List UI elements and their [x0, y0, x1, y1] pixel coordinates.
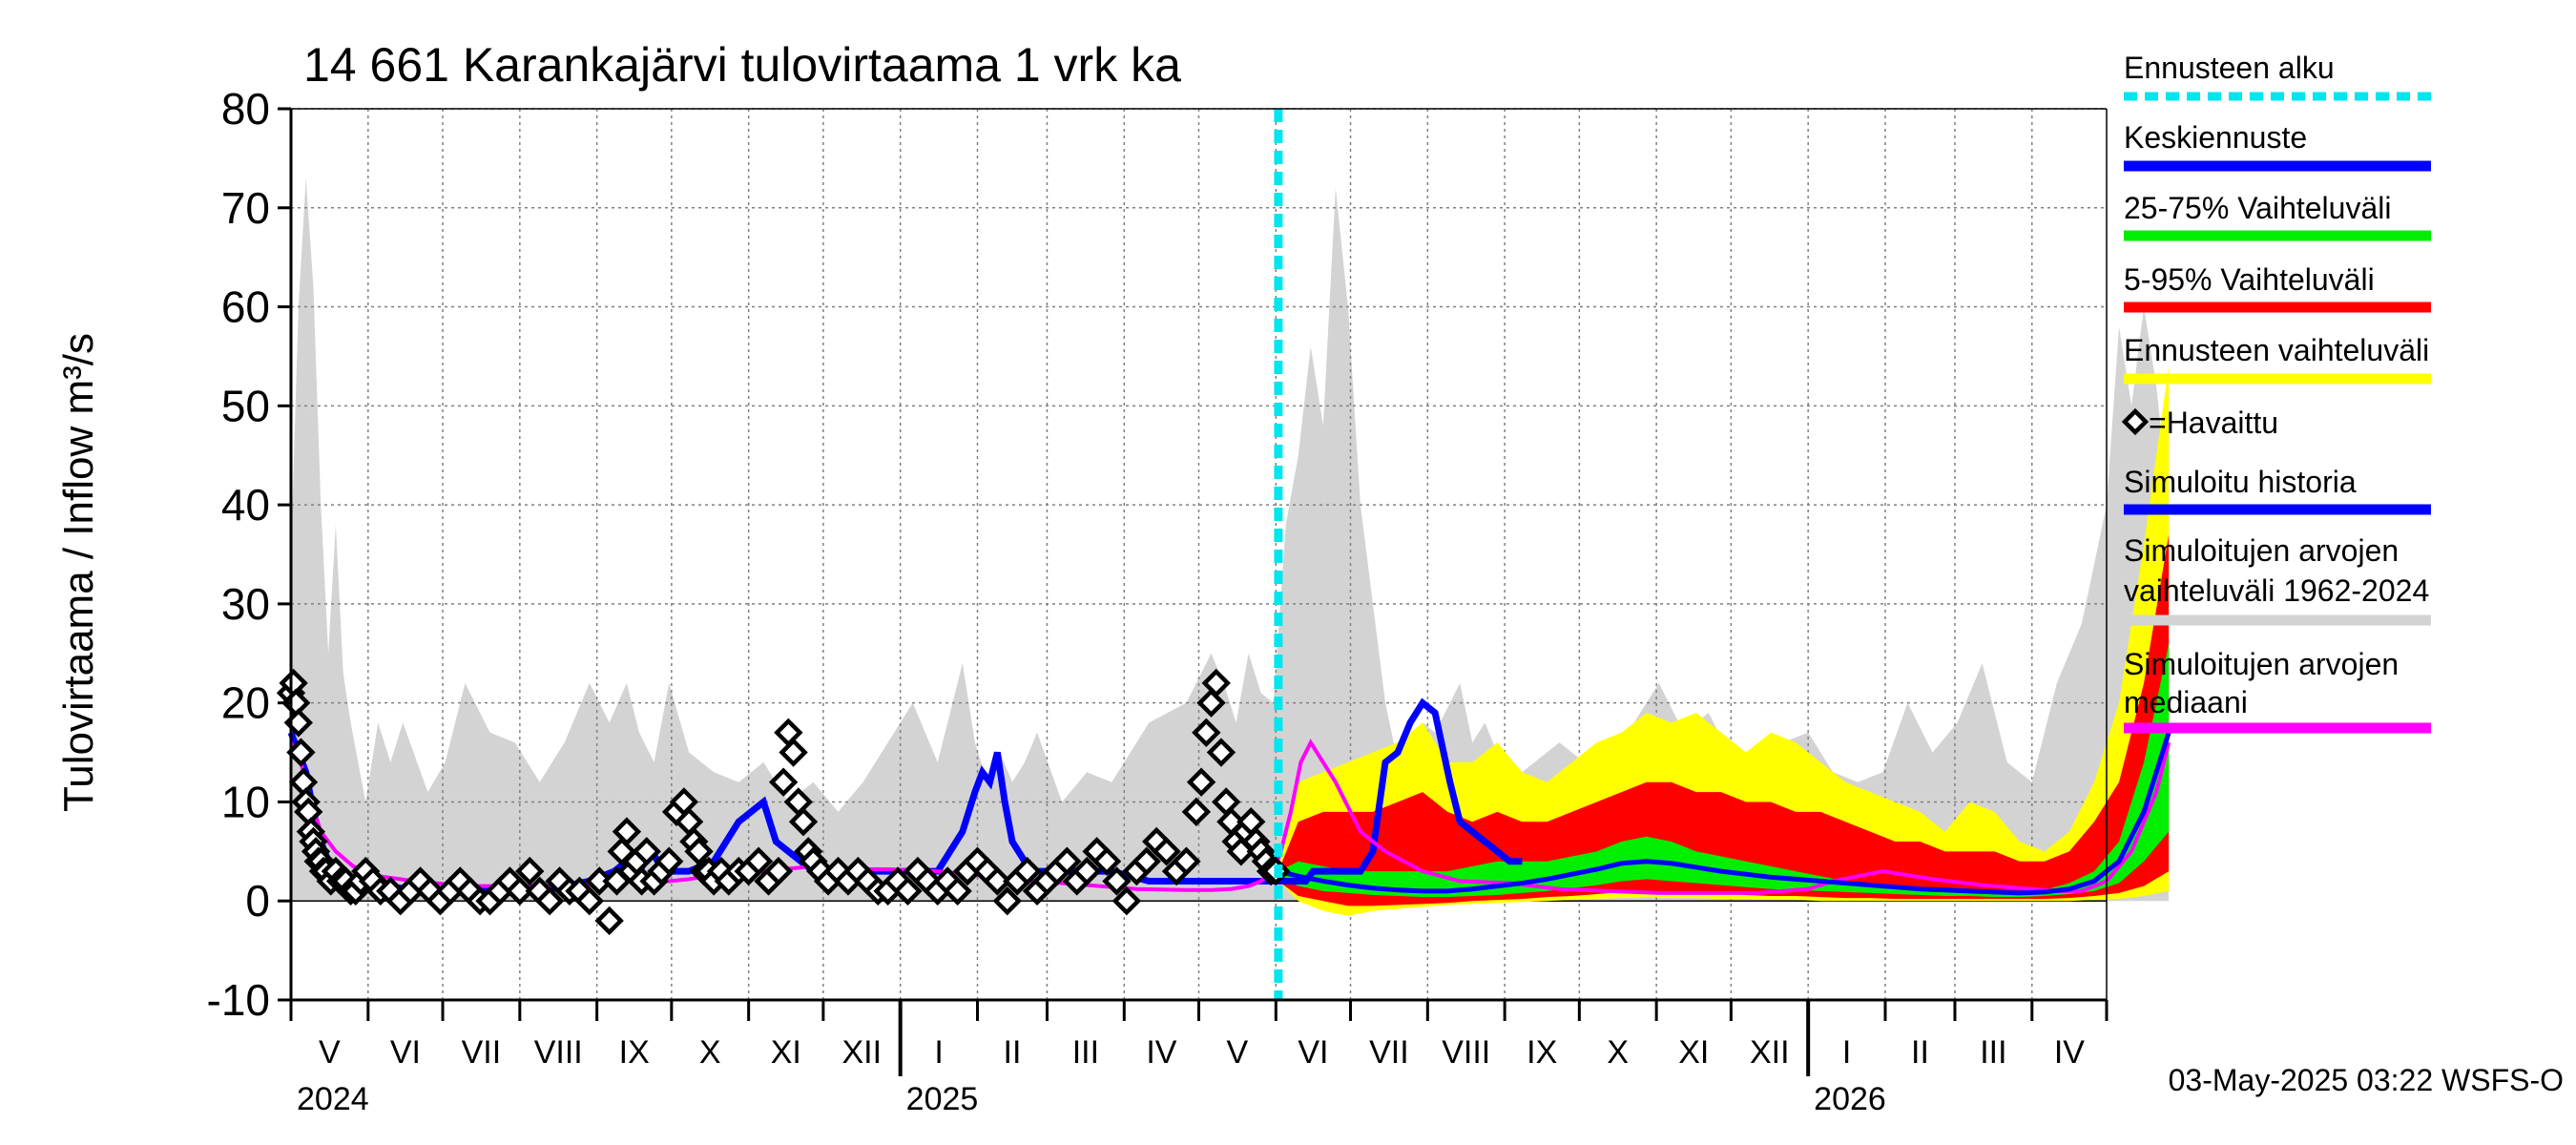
legend-label: vaihteluväli 1962-2024 [2124, 573, 2429, 608]
month-label: III [1980, 1034, 2006, 1071]
y-tick-label: 50 [221, 381, 270, 430]
y-tick-label: -10 [207, 975, 270, 1025]
month-label: I [1842, 1034, 1851, 1071]
y-axis-label: Tulovirtaama / Inflow m³/s [55, 333, 102, 812]
month-label: VIII [534, 1034, 583, 1071]
observed-point [1181, 797, 1212, 827]
observed-point [743, 846, 774, 876]
footer-timestamp: 03-May-2025 03:22 WSFS-O [2169, 1063, 2564, 1097]
month-label: II [1911, 1034, 1929, 1071]
observed-point [1172, 846, 1201, 876]
y-tick-label: 10 [221, 777, 270, 826]
month-label: VI [1298, 1034, 1328, 1071]
y-tick-label: 70 [221, 183, 270, 233]
observed-point [983, 866, 1012, 896]
observed-point [1052, 846, 1082, 876]
forecast-25-75-band [1278, 643, 2170, 898]
y-tick-label: 0 [245, 876, 270, 926]
observed-point [1206, 738, 1236, 767]
legend-label: Ennusteen alku [2124, 51, 2335, 85]
observed-point [1111, 886, 1142, 916]
observed-point [763, 856, 794, 886]
observed-point [1186, 767, 1216, 797]
month-label: I [934, 1034, 943, 1071]
month-label: IX [1527, 1034, 1557, 1071]
chart-title: 14 661 Karankajärvi tulovirtaama 1 vrk k… [303, 38, 1181, 92]
month-label: XI [771, 1034, 801, 1071]
year-label: 2024 [297, 1081, 369, 1117]
observed-point [654, 846, 684, 876]
observed-point [612, 817, 642, 846]
month-label: X [1607, 1034, 1629, 1071]
observed-point [1201, 668, 1231, 698]
month-label: XII [1750, 1034, 1790, 1071]
observed-point [992, 886, 1022, 916]
observed-point [779, 738, 808, 767]
year-label: 2026 [1814, 1081, 1886, 1117]
observed-point [505, 876, 535, 906]
legend-label: Keskiennuste [2124, 120, 2307, 155]
month-label: IV [2054, 1034, 2085, 1071]
month-label: VI [390, 1034, 421, 1071]
month-label: V [319, 1034, 341, 1071]
observed-point [893, 876, 923, 906]
year-label: 2025 [906, 1081, 979, 1117]
month-label: II [1004, 1034, 1022, 1071]
observed-point [1192, 718, 1221, 747]
observed-point [1132, 846, 1161, 876]
month-label: X [699, 1034, 721, 1071]
legend-label: =Havaittu [2149, 406, 2278, 440]
month-label: VII [462, 1034, 502, 1071]
legend-label: Simuloitujen arvojen [2124, 647, 2399, 681]
observed-point [768, 767, 799, 797]
y-tick-label: 80 [221, 84, 270, 134]
observed-point [788, 807, 819, 837]
month-label: V [1227, 1034, 1249, 1071]
legend-label: 25-75% Vaihteluväli [2124, 191, 2391, 225]
month-label: XI [1678, 1034, 1709, 1071]
y-tick-label: 20 [221, 678, 270, 728]
month-label: IX [619, 1034, 650, 1071]
y-tick-label: 40 [221, 480, 270, 530]
observed-point [1072, 856, 1102, 886]
y-tick-label: 30 [221, 579, 270, 629]
legend-label: Ennusteen vaihteluväli [2124, 333, 2429, 367]
observed-point [286, 738, 316, 767]
observed-point [632, 837, 661, 866]
observed-point [574, 886, 605, 916]
observed-point [1091, 846, 1122, 876]
observed-point [1196, 688, 1226, 718]
legend-label: Simuloitujen arvojen [2124, 533, 2399, 568]
y-tick-label: 60 [221, 282, 270, 332]
month-label: VIII [1442, 1034, 1490, 1071]
month-label: IV [1146, 1034, 1176, 1071]
legend-label: mediaani [2124, 685, 2248, 719]
observed-point [515, 856, 545, 886]
legend-label: 5-95% Vaihteluväli [2124, 262, 2375, 297]
legend-diamond-symbol [2121, 407, 2150, 436]
observed-point [594, 906, 624, 936]
month-label: III [1072, 1034, 1099, 1071]
forecast-range-band [1278, 365, 2170, 916]
observed-point [943, 876, 972, 906]
month-label: XII [841, 1034, 882, 1071]
month-label: VII [1369, 1034, 1409, 1071]
legend: Ennusteen alku Keskiennuste 25-75% Vaihtel… [2121, 51, 2431, 734]
forecast-mean-line [1278, 732, 2171, 896]
forecast-5-95-band [1278, 534, 2170, 906]
observed-point [1102, 866, 1132, 896]
observed-point [1152, 837, 1181, 866]
legend-label: Simuloitu historia [2124, 465, 2357, 499]
observed-point [1012, 856, 1042, 886]
observed-point [534, 886, 565, 916]
